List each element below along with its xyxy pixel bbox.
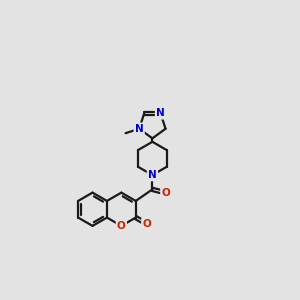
Text: O: O <box>142 219 151 229</box>
Text: N: N <box>135 124 144 134</box>
Text: N: N <box>148 170 157 180</box>
Text: O: O <box>117 221 126 231</box>
Text: O: O <box>161 188 170 198</box>
Text: N: N <box>156 108 165 118</box>
